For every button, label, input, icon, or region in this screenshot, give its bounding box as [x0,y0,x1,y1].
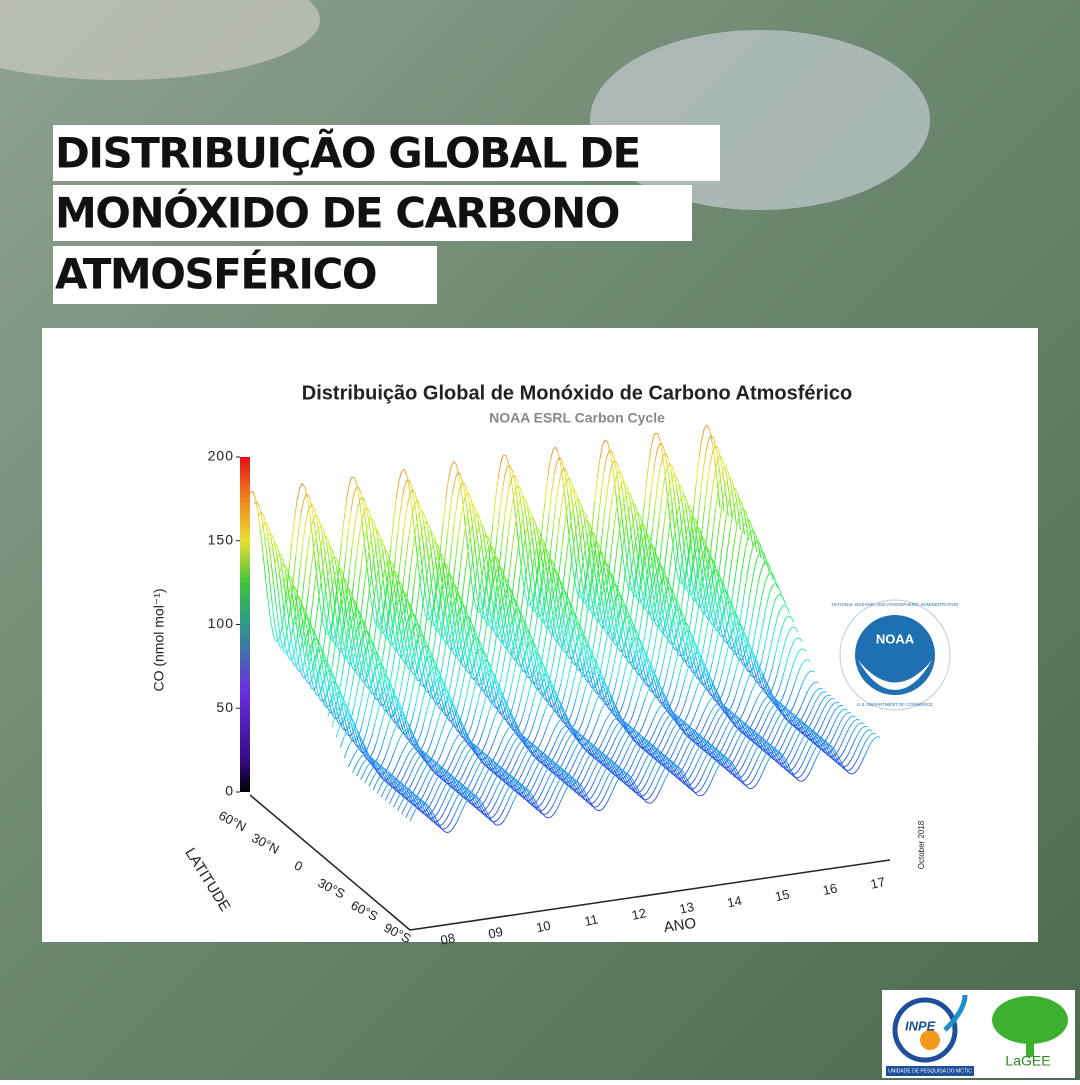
surface-wire [626,616,629,617]
heading: ATMOSFÉRICO [55,249,376,299]
surface-wire [620,721,623,722]
surface-wire [687,631,690,632]
chart-subtitle: NOAA ESRL Carbon Cycle [489,410,665,426]
z-axis-label: CO (nmol mol⁻¹) [151,588,167,691]
surface-wire [599,552,602,553]
noaa-text: NOAA [876,631,915,646]
surface-wire [269,533,272,534]
surface-wire [624,724,627,725]
noaa-dept-text: U.S. DEPARTMENT OF COMMERCE [857,702,933,707]
surface-wire [585,645,588,646]
surface-wire [453,711,456,712]
surface-wire [654,682,657,683]
surface-wire [669,710,672,711]
surface-wire [710,685,713,686]
surface-wire [355,737,358,738]
noaa-ring-text: NATIONAL OCEANIC AND ATMOSPHERIC ADMINIS… [831,602,958,607]
surface-wire [558,581,561,582]
surface-wire [352,477,355,478]
surface-wire [770,573,773,574]
lake [590,30,930,210]
chart-title: Distribuição Global de Monóxido de Carbo… [302,382,852,404]
surface-wire [764,689,767,690]
surface-wire [616,718,619,719]
surface-wire [310,505,313,506]
heading: MONÓXIDO DE CARBONO [55,188,619,238]
surface-wire [816,682,819,683]
surface-wire [728,602,731,603]
surface-wire [655,433,658,434]
surface-wire [695,652,698,653]
date-note: October 2018 [917,820,926,869]
colorbar [240,457,250,792]
heading: DISTRIBUIÇÃO GLOBAL DE [55,128,640,178]
surface-wire [673,714,676,715]
